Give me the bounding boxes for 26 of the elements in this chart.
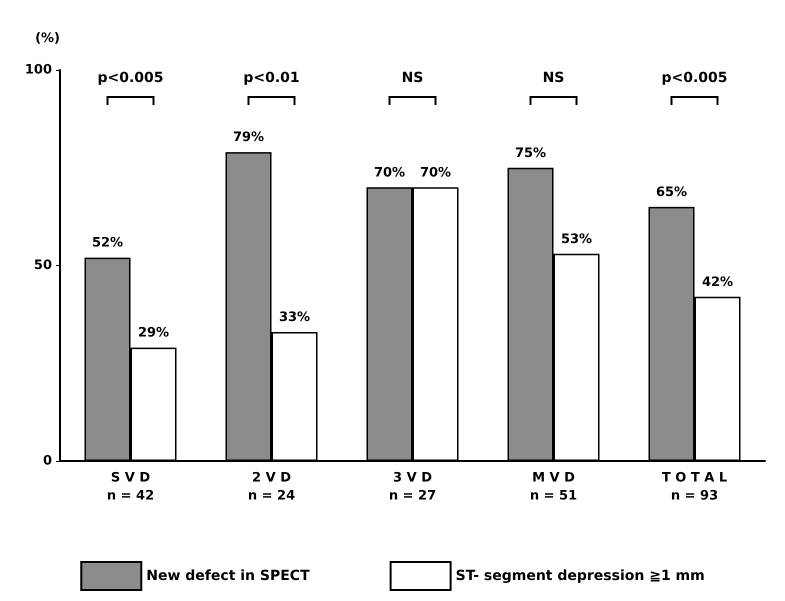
y-tick-label: 100 [24,62,52,78]
data-label: 70% [420,165,452,180]
annotation: p<0.01 [243,70,300,86]
data-label: 79% [232,130,264,146]
data-label: 70% [374,165,406,180]
annotation: NS [402,70,424,86]
data-label: 33% [278,310,310,325]
data-label: 42% [702,274,734,290]
y-tick-label: 0 [42,454,52,468]
x-tick-label: 2 V D n = 24 [248,470,296,504]
x-tick-label: S V D n = 42 [106,470,154,504]
annotation: NS [542,70,564,86]
data-label: 53% [560,232,592,247]
x-tick-label: T O T A L n = 93 [662,470,728,504]
y-axis-title: (%) [35,31,60,46]
x-tick-label: 3 V D n = 27 [388,470,436,504]
data-label: 75% [514,146,546,161]
data-label: 65% [656,184,688,200]
legend-label: New defect in SPECT [146,568,310,584]
data-label: 52% [92,236,124,251]
annotation: p<0.005 [661,70,728,86]
x-tick-label: M V D n = 51 [530,470,578,504]
data-label: 29% [138,326,170,341]
annotation: p<0.005 [97,70,164,86]
legend-label: ST- segment depression ≧1 mm [456,568,705,584]
y-tick-label: 50 [34,258,52,273]
